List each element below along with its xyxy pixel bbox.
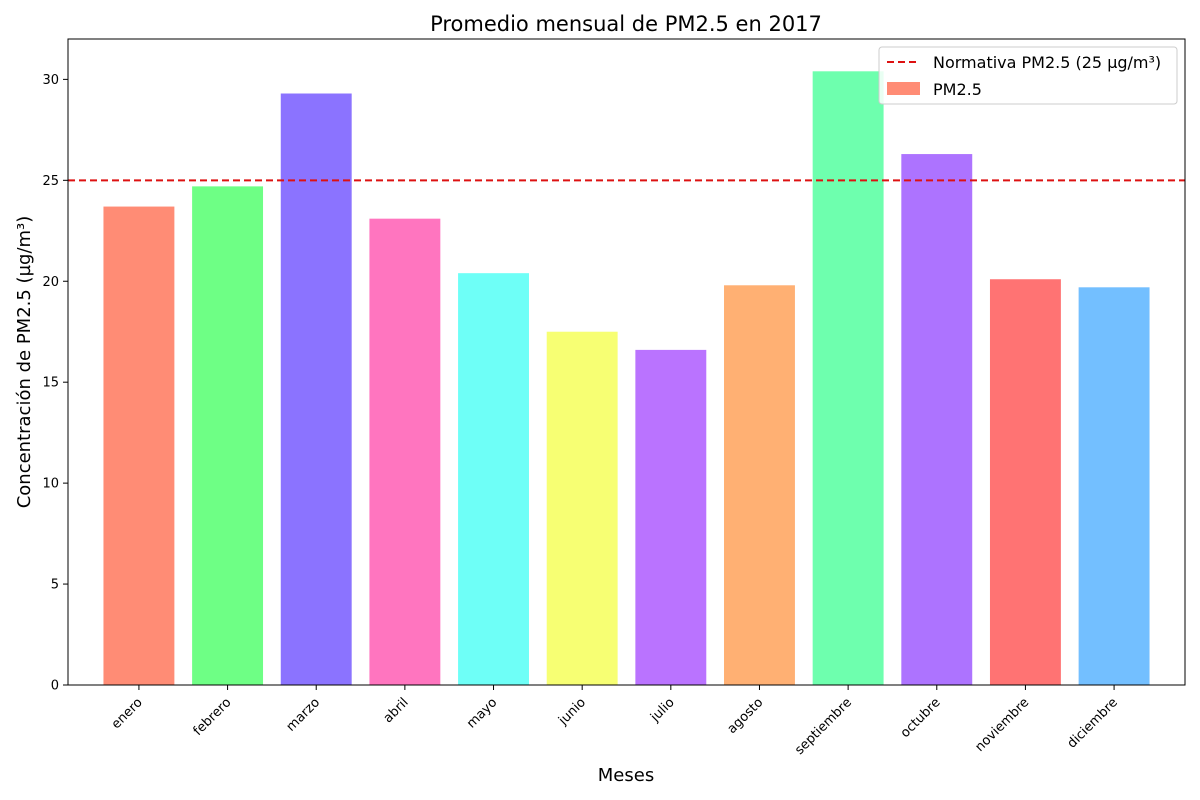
x-tick-label-septiembre: septiembre	[792, 695, 855, 758]
x-axis-title: Meses	[598, 765, 654, 786]
bar-febrero	[192, 186, 264, 685]
bar-noviembre	[989, 279, 1061, 685]
y-tick-label: 25	[42, 174, 59, 189]
chart-title: Promedio mensual de PM2.5 en 2017	[430, 12, 822, 36]
x-tick-label-julio: julio	[647, 695, 677, 725]
legend-frame	[878, 46, 1178, 105]
bar-diciembre	[1078, 287, 1150, 685]
y-tick-label: 5	[51, 578, 59, 593]
legend: Normativa PM2.5 (25 µg/m³) PM2.5	[878, 46, 1178, 105]
x-tick-label-febrero: febrero	[191, 695, 235, 739]
x-tick-label-marzo: marzo	[284, 695, 323, 734]
bar-octubre	[901, 154, 973, 686]
bar-mayo	[458, 273, 529, 685]
bar-abril	[369, 218, 441, 685]
y-axis-title: Concentración de PM2.5 (µg/m³)	[14, 216, 35, 509]
bar-junio	[546, 331, 618, 685]
y-tick-label: 30	[42, 73, 59, 88]
bar-septiembre	[812, 71, 884, 686]
x-tick-label-octubre: octubre	[898, 695, 944, 741]
x-tick-label-mayo: mayo	[464, 695, 500, 731]
legend-series-swatch	[887, 82, 920, 95]
axes-frame	[67, 38, 1186, 686]
y-tick-label: 0	[51, 679, 59, 694]
plot-area: 0 5 10 15 20 25 30 enero febrero marzo abril mayo ju…	[42, 38, 1186, 758]
y-tick-label: 10	[42, 477, 59, 492]
x-tick-label-agosto: agosto	[725, 695, 767, 737]
y-tick-label: 15	[42, 376, 59, 391]
x-tick-label-enero: enero	[109, 695, 146, 732]
legend-series-label: PM2.5	[933, 80, 982, 99]
x-tick-label-diciembre: diciembre	[1065, 695, 1121, 751]
bar-enero	[103, 206, 175, 685]
y-tick-label: 20	[42, 275, 59, 290]
bar-marzo	[280, 93, 352, 686]
x-tick-label-noviembre: noviembre	[973, 695, 1033, 755]
x-tick-label-abril: abril	[381, 695, 412, 726]
legend-reference-line-label: Normativa PM2.5 (25 µg/m³)	[933, 53, 1161, 72]
x-tick-label-junio: junio	[555, 695, 589, 729]
bar-agosto	[724, 285, 795, 685]
bar-julio	[635, 349, 707, 685]
